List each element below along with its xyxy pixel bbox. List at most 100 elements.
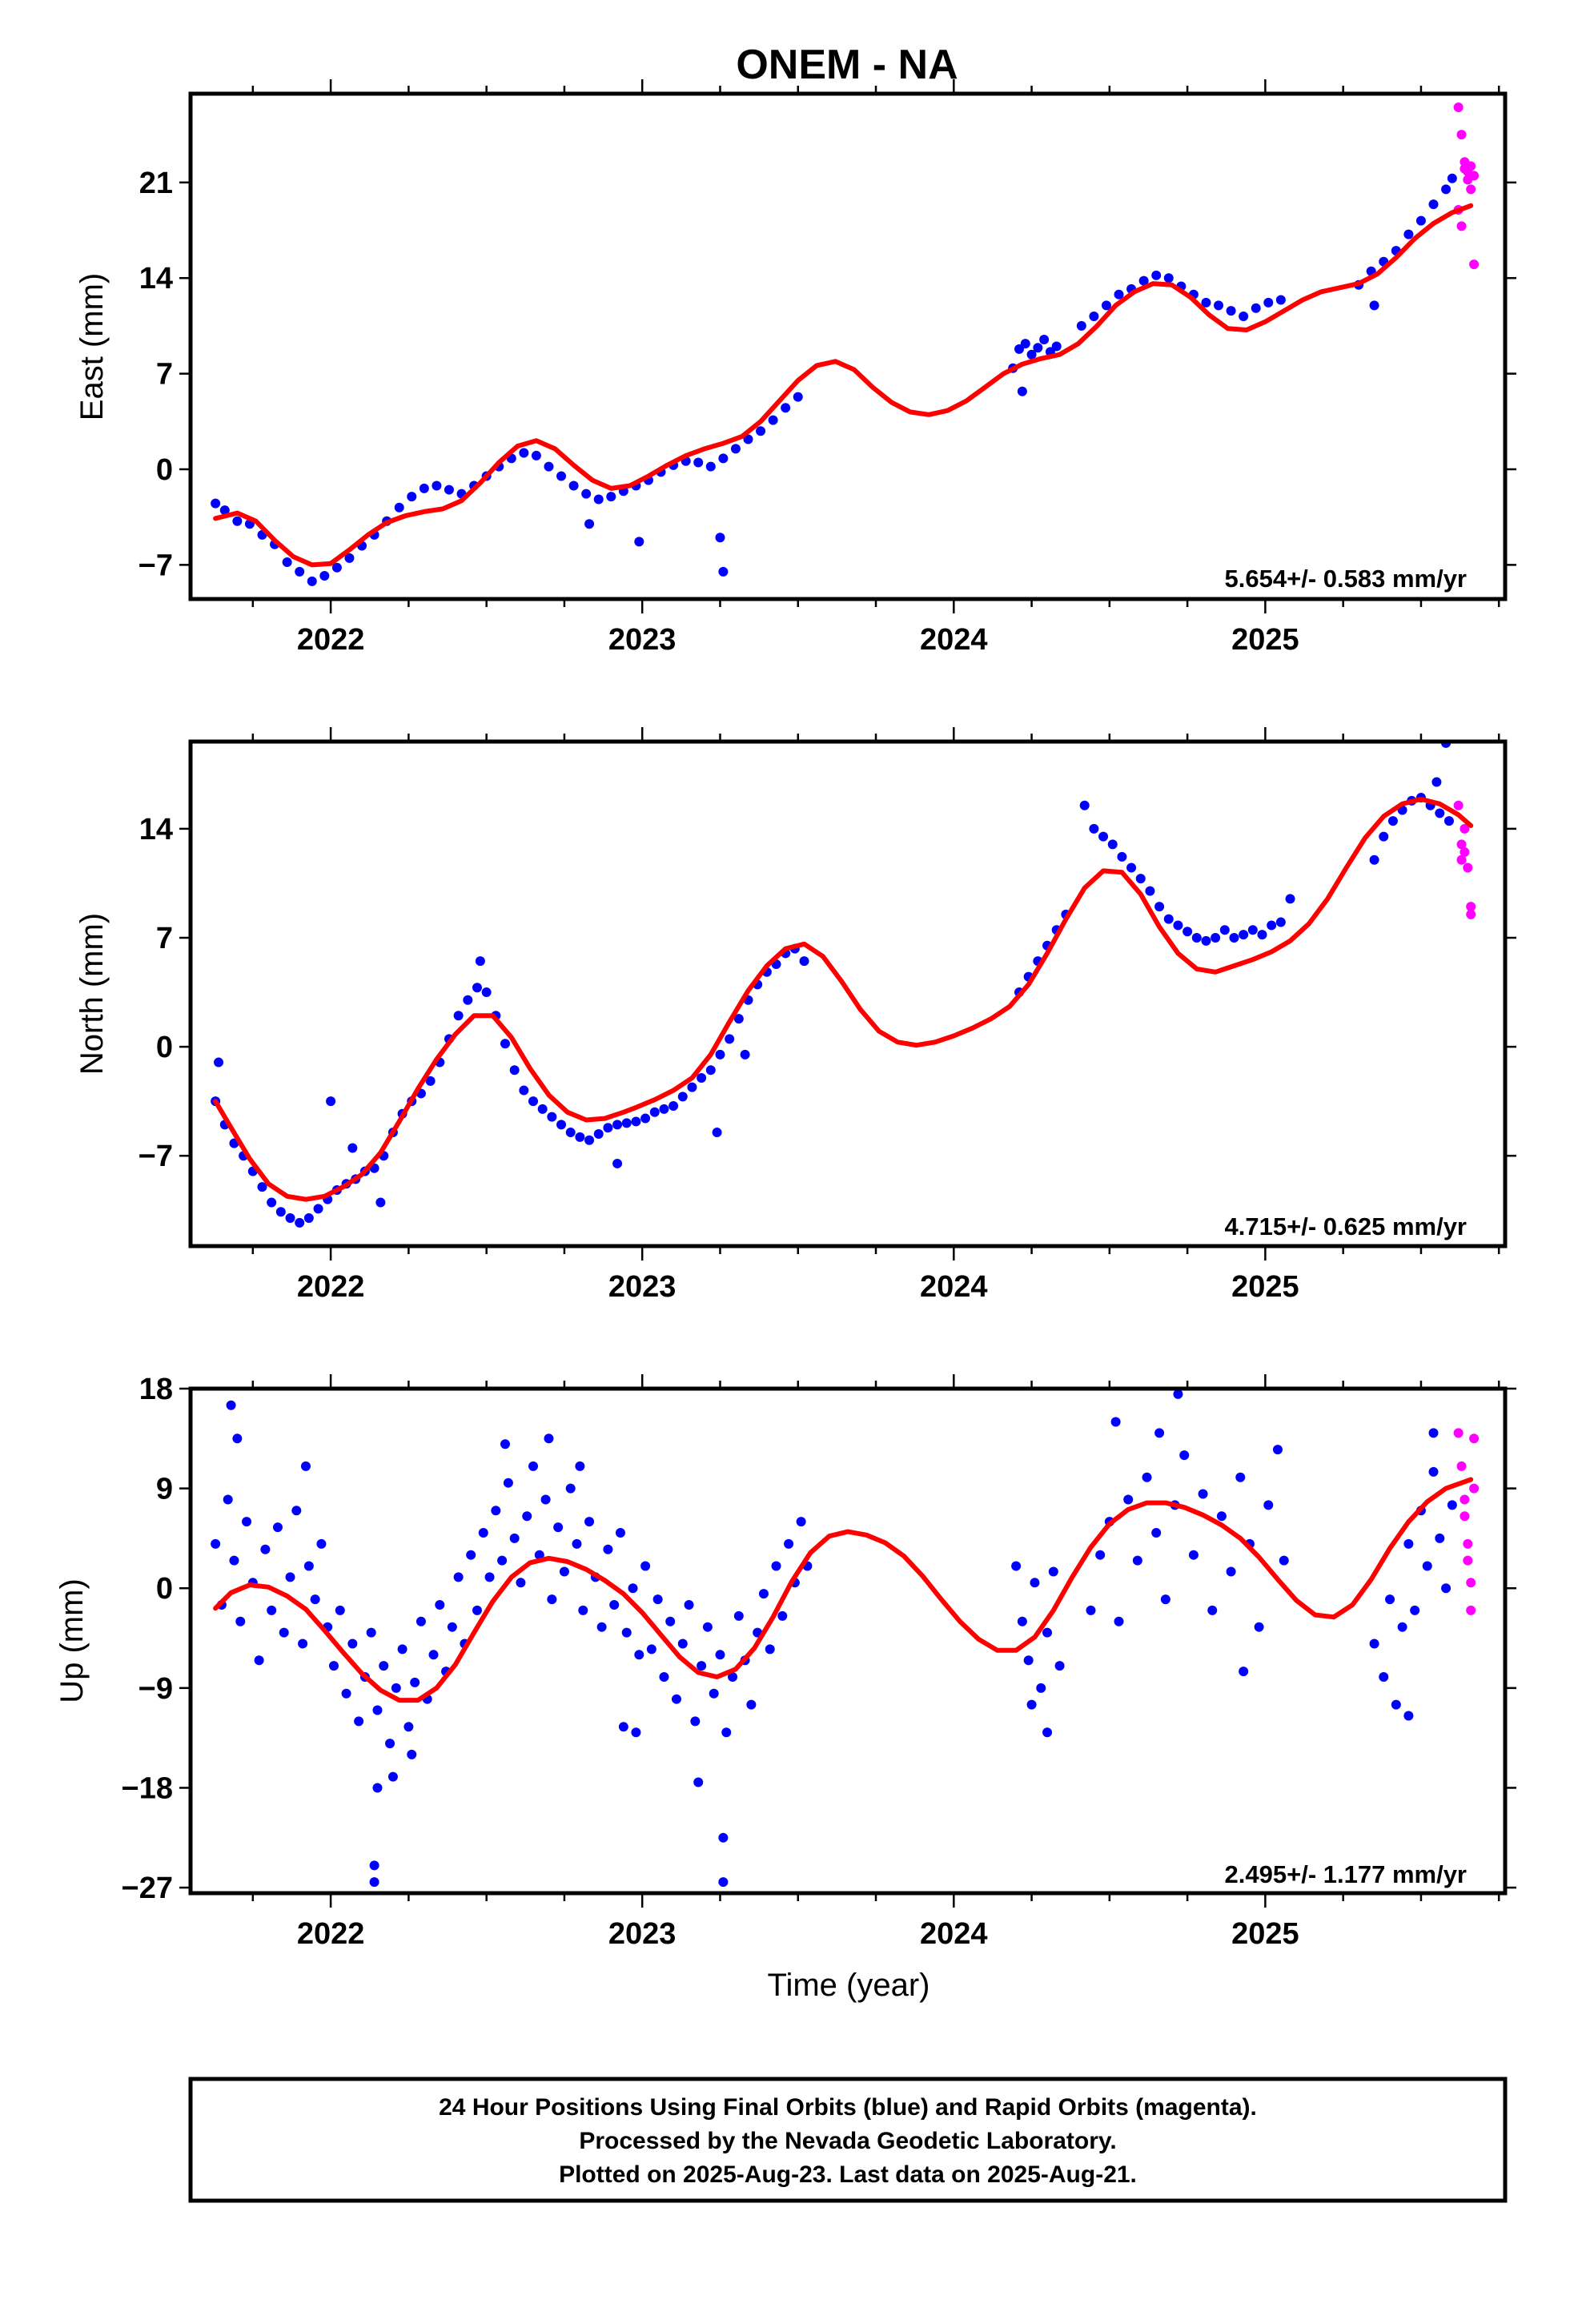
- north-final-point: [500, 1039, 510, 1049]
- east-rate-label: 5.654+/- 0.583 mm/yr: [1225, 565, 1467, 593]
- north-final-point: [257, 1182, 267, 1192]
- north-final-point: [649, 1107, 660, 1117]
- east-final-point: [693, 457, 704, 468]
- up-final-point: [291, 1506, 302, 1516]
- east-panel: 2022 2023 2024 2025 −7 0 7 14 21 East (mm) 5.654…: [74, 79, 1516, 657]
- east-final-point: [1017, 386, 1027, 396]
- north-final-point: [463, 995, 473, 1005]
- north-final-point: [659, 1104, 669, 1114]
- north-final-point: [481, 987, 492, 998]
- east-frame: [188, 91, 1508, 601]
- east-x-tick-label: 2025: [1231, 623, 1299, 657]
- east-x-tick-label: 2022: [297, 623, 365, 657]
- up-final-point: [369, 1877, 379, 1888]
- east-final-point: [730, 444, 741, 454]
- north-plot-area: 2022 2023 2024 2025 −7 0 7 14: [139, 727, 1516, 1304]
- north-x-tick-label: 2024: [920, 1270, 988, 1304]
- up-final-point: [709, 1688, 719, 1699]
- north-final-point: [733, 1014, 744, 1024]
- up-final-point: [466, 1550, 476, 1560]
- up-final-point: [1114, 1616, 1124, 1626]
- east-model-curve: [213, 203, 1474, 568]
- north-y-tick-label: 7: [156, 922, 173, 955]
- east-final-point: [407, 492, 417, 502]
- north-rapid-point: [1456, 839, 1467, 850]
- up-final-point: [1023, 1655, 1034, 1666]
- east-rapid-point: [1469, 259, 1480, 270]
- north-final-point: [575, 1132, 585, 1142]
- north-final-point: [519, 1085, 529, 1096]
- north-final-point: [1107, 839, 1118, 850]
- north-final-point: [621, 1118, 632, 1128]
- up-final-point: [1017, 1616, 1027, 1626]
- up-final-point: [341, 1688, 351, 1699]
- up-rapid-point: [1463, 1555, 1473, 1566]
- north-final-point: [547, 1112, 557, 1122]
- up-final-point: [260, 1544, 271, 1554]
- up-final-point: [435, 1600, 445, 1610]
- up-final-point: [509, 1533, 520, 1543]
- north-final-point: [347, 1143, 358, 1153]
- up-final-point: [497, 1555, 508, 1566]
- north-final-point: [1247, 925, 1258, 935]
- up-rate-label: 2.495+/- 1.177 mm/yr: [1225, 1860, 1467, 1888]
- up-final-point: [272, 1522, 283, 1533]
- north-final-point: [295, 1217, 305, 1228]
- up-final-point: [1173, 1389, 1183, 1399]
- north-final-point: [712, 1128, 722, 1138]
- up-final-point: [242, 1517, 252, 1527]
- up-final-point: [659, 1672, 669, 1682]
- up-final-point: [1110, 1417, 1121, 1427]
- east-final-point: [556, 471, 567, 481]
- up-rapid-point: [1466, 1605, 1476, 1615]
- east-final-point: [718, 453, 729, 464]
- up-final-point: [1216, 1511, 1227, 1522]
- up-final-point: [1026, 1699, 1037, 1710]
- up-final-point: [267, 1605, 277, 1615]
- up-final-point: [226, 1400, 236, 1410]
- north-rapid-point: [1460, 823, 1470, 834]
- north-final-point: [267, 1197, 277, 1208]
- up-final-point: [572, 1538, 582, 1549]
- up-rapid-point: [1460, 1511, 1470, 1522]
- north-final-point: [603, 1123, 613, 1133]
- east-x-tick-label: 2023: [608, 623, 677, 657]
- up-final-point: [354, 1716, 364, 1727]
- up-final-point: [379, 1661, 389, 1671]
- up-final-point: [500, 1439, 510, 1449]
- north-final-point: [528, 1096, 539, 1107]
- up-final-point: [628, 1583, 638, 1594]
- up-final-point: [391, 1683, 401, 1693]
- up-final-point: [618, 1722, 628, 1732]
- up-final-point: [1036, 1683, 1046, 1693]
- east-final-point: [282, 557, 292, 567]
- up-final-point: [407, 1749, 417, 1759]
- up-final-point: [428, 1650, 439, 1660]
- up-final-point: [279, 1627, 289, 1638]
- north-final-point: [1379, 831, 1389, 842]
- east-final-point: [1403, 229, 1414, 239]
- east-final-point: [319, 571, 330, 581]
- north-rapid-point: [1466, 909, 1476, 919]
- up-frame: [188, 1386, 1508, 1896]
- north-final-point: [584, 1135, 595, 1145]
- north-final-point: [313, 1204, 323, 1214]
- east-y-tick-label: 14: [139, 262, 173, 296]
- east-final-point: [344, 553, 355, 563]
- up-final-point: [771, 1561, 781, 1571]
- north-final-point: [640, 1113, 651, 1124]
- footer-box: 24 Hour Positions Using Final Orbits (bl…: [188, 2077, 1508, 2203]
- east-final-point: [593, 494, 604, 505]
- east-final-point: [705, 461, 716, 472]
- east-y-tick-label: 21: [139, 167, 173, 200]
- up-final-point: [603, 1544, 613, 1554]
- east-final-point: [584, 519, 595, 529]
- up-final-point: [646, 1644, 656, 1655]
- up-final-point: [491, 1506, 501, 1516]
- up-data-layer: [211, 1389, 1480, 1888]
- up-rapid-point: [1463, 1538, 1473, 1549]
- up-final-point: [1254, 1622, 1264, 1632]
- north-final-point: [740, 1049, 750, 1059]
- up-final-point: [1198, 1489, 1208, 1499]
- east-final-point: [331, 562, 342, 573]
